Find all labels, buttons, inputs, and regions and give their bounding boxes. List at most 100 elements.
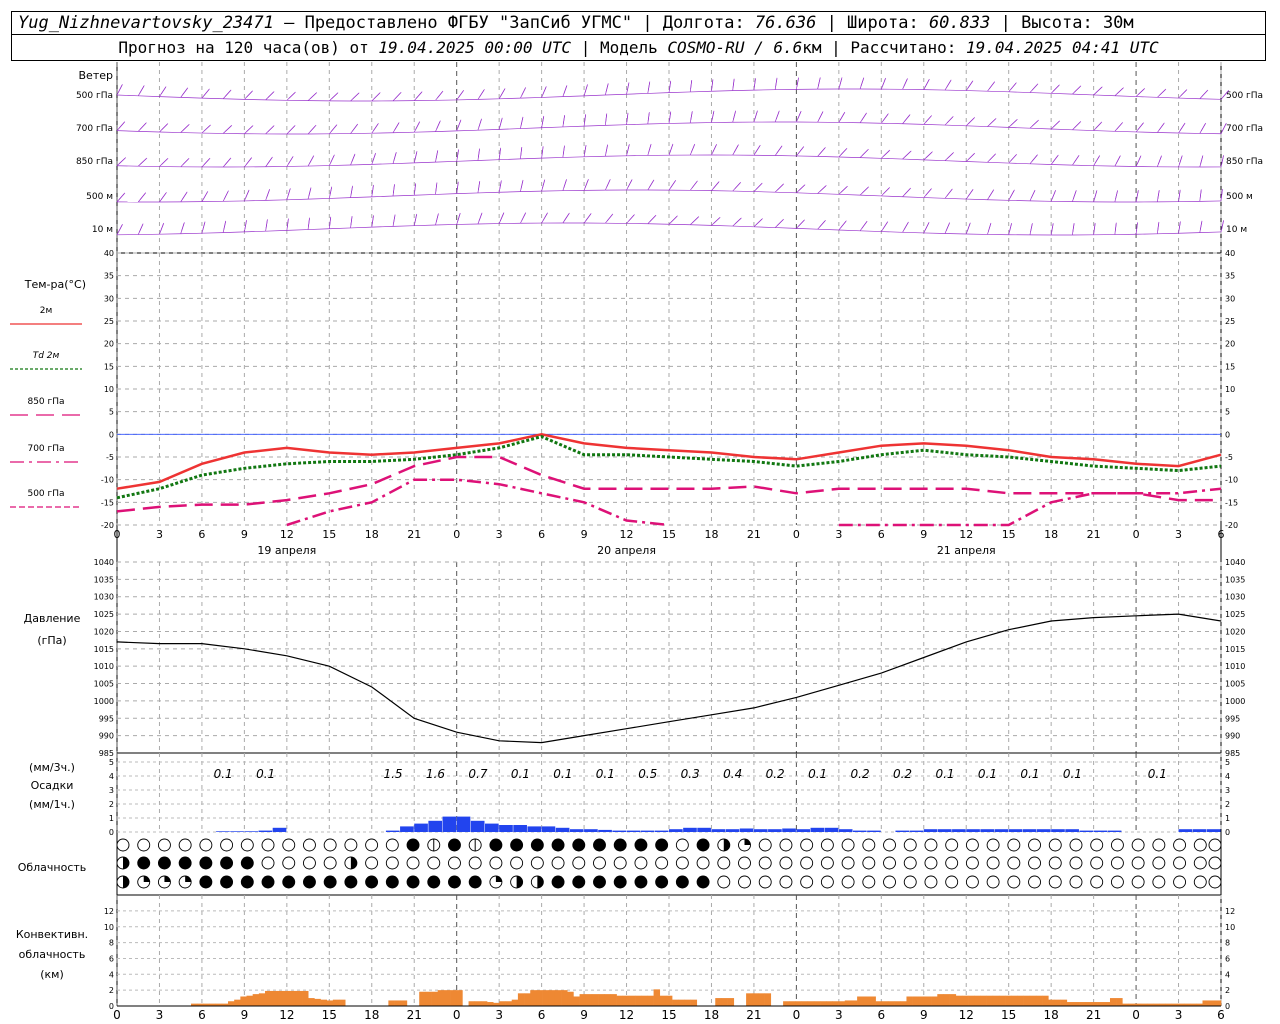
conv-bar <box>548 990 556 1006</box>
wind-barb-feather <box>946 80 952 88</box>
wind-barb-feather <box>692 216 699 223</box>
temp-series-line <box>116 455 1221 513</box>
cloud-symbol <box>157 838 171 852</box>
conv-bar <box>579 994 587 1006</box>
precip-3h-label: 0.1 <box>935 767 954 781</box>
cloud-circle <box>655 856 669 870</box>
wind-shaft <box>605 93 627 96</box>
cloud-circle <box>738 856 751 870</box>
conv-bar <box>302 990 309 1006</box>
cloud-symbol <box>303 875 316 889</box>
cloud-symbol <box>1173 838 1187 852</box>
precip-bar <box>385 830 400 832</box>
press-ytick-right: 1015 <box>1225 645 1245 654</box>
cloud-circle <box>675 875 689 889</box>
cloud-symbol <box>655 875 669 889</box>
cloud-circle <box>1110 856 1124 870</box>
wind-barb-feather <box>1200 123 1206 131</box>
cloud-circle <box>986 838 1000 852</box>
wind-barb-feather <box>818 112 823 120</box>
wind-shaft <box>647 123 670 125</box>
conv-bar <box>690 999 698 1006</box>
wind-shaft <box>902 158 924 161</box>
conv-bar <box>289 990 297 1006</box>
cloud-symbol <box>510 838 524 852</box>
cloud-symbol <box>945 856 959 870</box>
precip-ytick-right: 2 <box>1225 800 1230 809</box>
precip-3h-label: 0.2 <box>766 767 785 781</box>
temp-legend-label: Td 2м <box>33 351 60 361</box>
cloud-circle <box>779 838 793 852</box>
wind-barb-feather <box>967 81 973 89</box>
cloud-symbol <box>448 875 461 889</box>
model-name: COSMO-RU / 6.6 <box>667 38 803 57</box>
wind-shaft <box>286 229 309 231</box>
wind-barb-feather <box>798 220 805 227</box>
temp-ytick-left: 10 <box>104 385 114 394</box>
cloud-half <box>123 857 129 869</box>
conv-bar <box>1140 1003 1148 1006</box>
conv-bar <box>850 1000 858 1006</box>
wind-shaft <box>1008 127 1030 129</box>
temp-xtick: 15 <box>1002 528 1016 541</box>
cloud-symbol <box>965 838 979 852</box>
cloud-circle <box>1152 838 1166 852</box>
temp-xtick: 12 <box>280 528 294 541</box>
precip-bar <box>598 829 612 832</box>
precip-ytick-left: 5 <box>109 758 114 767</box>
cloud-symbol <box>323 875 337 889</box>
temp-ylabel: Тем-ра(°С) <box>24 278 86 291</box>
temp-ytick-right: 20 <box>1225 340 1235 349</box>
cloud-symbol <box>1048 856 1062 870</box>
conv-bar <box>789 1001 796 1006</box>
cloud-symbol <box>758 875 772 889</box>
cloud-symbol <box>1069 838 1083 852</box>
cloud-circle <box>1048 875 1062 889</box>
conv-bar <box>474 1001 482 1006</box>
press-ytick-right: 995 <box>1225 714 1240 723</box>
wind-shaft <box>1199 98 1222 100</box>
cloud-circle <box>1131 838 1145 852</box>
wind-shaft <box>1114 95 1137 97</box>
cloud-circle <box>862 856 876 870</box>
cloud-circle <box>820 838 834 852</box>
bottom-xtick: 6 <box>538 1008 546 1022</box>
wind-barb-feather <box>966 223 971 232</box>
cloud-symbol <box>1152 875 1166 889</box>
wind-barb-feather <box>1199 221 1203 230</box>
cloud-circle <box>1152 856 1166 870</box>
cloud-symbol <box>593 838 606 852</box>
wind-barb-feather <box>711 111 715 120</box>
precip-ytick-right: 1 <box>1225 814 1230 823</box>
temp-xtick: 15 <box>322 528 336 541</box>
cloud-symbol <box>1028 875 1041 889</box>
wind-barb-feather <box>118 85 123 93</box>
cloud-symbol <box>820 856 834 870</box>
wind-shaft <box>520 97 542 99</box>
wind-barb-feather <box>840 221 847 228</box>
cloud-circle <box>157 838 171 852</box>
cloud-symbol <box>1208 875 1222 889</box>
wind-barb-feather <box>267 157 273 165</box>
conv-bar <box>1208 1000 1216 1006</box>
temp-xtick: 0 <box>793 528 800 541</box>
conv-bar <box>1153 1003 1160 1006</box>
conv-bar <box>986 995 994 1006</box>
wind-shaft <box>350 164 372 166</box>
precip-3h-label: 1.6 <box>426 767 445 781</box>
cloud-symbol <box>1193 875 1207 889</box>
temp-ytick-left: -10 <box>101 476 114 485</box>
conv-bar <box>234 999 241 1006</box>
cloud-circle <box>903 875 917 889</box>
wind-shaft <box>1136 96 1158 98</box>
temp-xtick: 12 <box>959 528 973 541</box>
conv-bar <box>961 995 969 1006</box>
wind-barb-feather <box>1221 221 1224 230</box>
wind-barb-feather <box>371 185 374 194</box>
cloud-symbol <box>945 875 959 889</box>
wind-shaft <box>753 191 776 193</box>
wind-barb-feather <box>541 147 544 156</box>
day-label: 19 апреля <box>257 544 316 557</box>
conv-bar <box>1134 1003 1142 1006</box>
conv-bar <box>573 996 580 1006</box>
